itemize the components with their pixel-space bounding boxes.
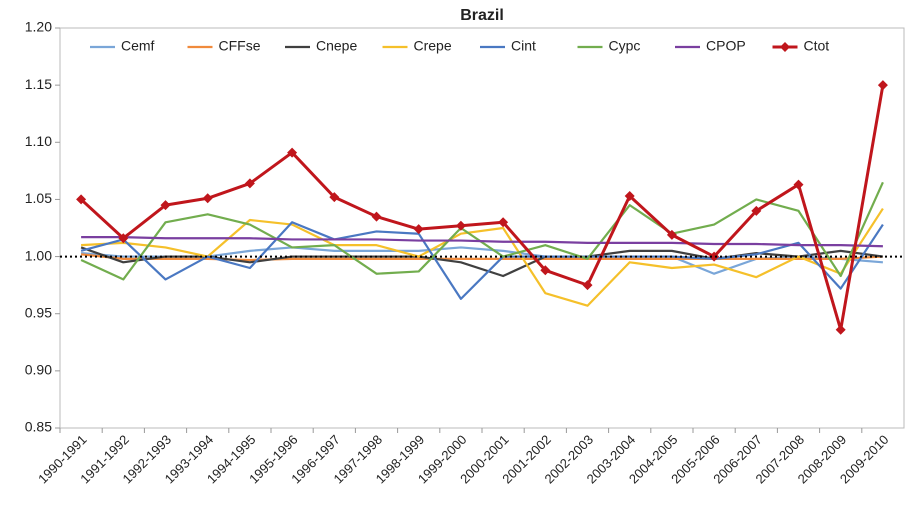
y-tick-label: 1.15 xyxy=(25,76,52,92)
data-point xyxy=(666,229,677,240)
data-point xyxy=(287,147,298,158)
series-line xyxy=(80,221,884,300)
y-tick-label: 1.00 xyxy=(25,247,52,263)
legend-label: Ctot xyxy=(804,38,830,54)
chart-title: Brazil xyxy=(460,7,504,24)
data-point xyxy=(709,251,720,262)
series-line xyxy=(81,236,883,248)
legend-label: Cnepe xyxy=(316,38,357,54)
series-line xyxy=(80,181,884,281)
y-tick-label: 1.20 xyxy=(25,19,52,35)
data-point xyxy=(540,265,551,276)
data-point xyxy=(624,191,635,201)
legend-label: Cemf xyxy=(121,38,155,54)
data-point xyxy=(582,280,593,291)
data-point xyxy=(793,179,804,190)
data-point xyxy=(244,178,255,189)
data-point xyxy=(371,211,382,222)
data-point xyxy=(202,193,213,204)
series-line xyxy=(81,207,884,307)
series-line xyxy=(80,84,885,332)
series-line xyxy=(81,246,883,275)
data-point xyxy=(498,217,509,228)
plot-frame xyxy=(59,27,905,429)
data-point xyxy=(751,205,762,216)
data-point xyxy=(455,220,466,231)
y-tick-label: 1.10 xyxy=(25,133,52,149)
legend-label: Cypc xyxy=(609,38,641,54)
legend-label: CFFse xyxy=(219,38,261,54)
y-tick-label: 1.05 xyxy=(25,190,52,206)
legend-marker xyxy=(780,42,790,52)
data-point xyxy=(877,80,888,91)
data-point xyxy=(835,324,846,335)
legend-label: Cint xyxy=(511,38,536,54)
y-tick-label: 0.95 xyxy=(25,304,52,320)
data-point xyxy=(76,194,87,205)
y-tick-label: 0.85 xyxy=(25,419,52,435)
data-point xyxy=(329,192,340,203)
data-point xyxy=(160,200,171,211)
data-point xyxy=(413,224,424,235)
legend-label: Crepe xyxy=(414,38,452,54)
y-tick-label: 0.90 xyxy=(25,362,52,378)
legend-label: CPOP xyxy=(706,38,746,54)
data-point xyxy=(118,233,129,244)
